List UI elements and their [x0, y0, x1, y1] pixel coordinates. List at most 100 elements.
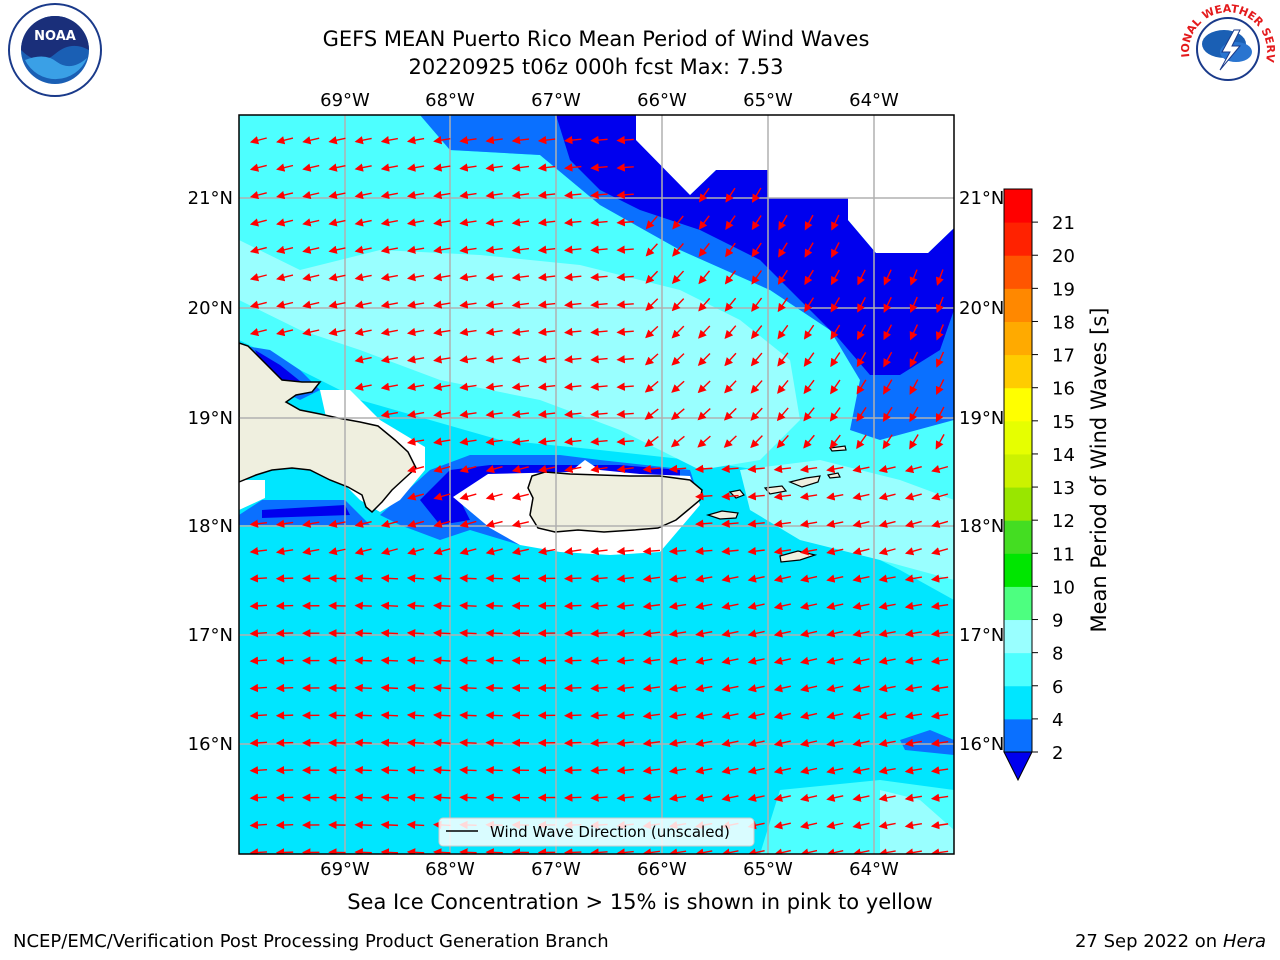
lat-label-left-0: 21°N	[188, 188, 233, 209]
wind-wave-arrow	[354, 190, 372, 200]
wind-wave-arrow	[406, 765, 425, 775]
wind-wave-arrow	[721, 574, 739, 583]
wind-wave-arrow	[354, 793, 372, 802]
noaa-logo: NOAA	[8, 3, 102, 97]
wind-wave-arrow	[882, 406, 893, 422]
wind-wave-arrow	[721, 766, 739, 775]
wind-wave-arrow	[380, 163, 398, 172]
wind-wave-arrow	[433, 300, 451, 309]
wind-wave-arrow	[590, 601, 608, 611]
wind-wave-arrow	[590, 848, 608, 854]
colorbar-segment	[1004, 354, 1032, 389]
wind-wave-arrow	[852, 656, 870, 665]
wind-wave-arrow	[852, 766, 870, 775]
wind-wave-arrow	[671, 408, 685, 421]
wind-wave-arrow	[406, 163, 425, 172]
wind-wave-arrow	[485, 519, 503, 528]
wind-wave-arrow	[459, 437, 477, 446]
wind-wave-arrow	[564, 629, 582, 638]
wind-wave-arrow	[668, 601, 687, 611]
wind-wave-arrow	[909, 351, 919, 368]
colorbar-tick-label: 16	[1052, 379, 1075, 400]
wind-wave-arrow	[930, 793, 949, 802]
wind-wave-arrow	[852, 711, 870, 720]
wind-wave-arrow	[878, 821, 896, 830]
wind-wave-arrow	[616, 464, 634, 474]
wind-wave-arrow	[672, 215, 684, 230]
wind-wave-arrow	[328, 547, 346, 556]
wind-wave-arrow	[276, 136, 294, 145]
wind-wave-arrow	[776, 434, 789, 449]
footer-date-text: 27 Sep 2022 on	[1074, 931, 1218, 952]
wind-wave-arrow	[826, 601, 844, 611]
wind-wave-arrow	[800, 574, 818, 583]
wind-wave-arrow	[883, 351, 893, 368]
wind-wave-arrow	[616, 272, 634, 282]
wind-wave-arrow	[249, 190, 267, 200]
wind-wave-arrow	[249, 711, 268, 720]
wind-wave-arrow	[826, 738, 844, 748]
wind-wave-arrow	[826, 793, 844, 802]
wind-wave-arrow	[459, 711, 477, 720]
wind-wave-arrow	[354, 711, 372, 720]
wind-wave-arrow	[537, 300, 556, 309]
wind-wave-arrow	[459, 519, 477, 528]
wind-wave-arrow	[249, 546, 268, 556]
colorbar-segment	[1004, 222, 1032, 256]
wind-wave-arrow	[721, 684, 739, 693]
wind-wave-arrow	[721, 464, 739, 474]
wind-wave-arrow	[668, 793, 687, 802]
wind-wave-arrow	[642, 738, 661, 748]
wind-wave-arrow	[564, 327, 582, 337]
wind-wave-arrow	[878, 711, 896, 720]
wind-wave-arrow	[773, 574, 791, 583]
wind-wave-arrow	[406, 820, 425, 830]
wind-wave-arrow	[642, 766, 661, 775]
wind-wave-arrow	[511, 135, 530, 145]
wind-wave-arrow	[302, 273, 320, 282]
wind-wave-arrow	[590, 738, 608, 748]
wind-wave-arrow	[935, 324, 944, 341]
wind-wave-arrow	[935, 406, 945, 423]
wind-wave-arrow	[249, 656, 268, 665]
wind-wave-arrow	[750, 435, 763, 449]
wind-wave-arrow	[302, 519, 320, 528]
wind-wave-arrow	[354, 820, 372, 830]
wind-wave-arrow	[878, 547, 896, 556]
wind-wave-arrow	[380, 218, 398, 227]
wind-wave-arrow	[642, 464, 661, 474]
land-puerto-rico	[527, 471, 703, 533]
wind-wave-arrow	[804, 297, 815, 313]
wind-wave-arrow	[275, 793, 294, 802]
wind-wave-arrow	[354, 163, 372, 172]
wind-wave-arrow	[590, 711, 608, 720]
wind-wave-arrow	[275, 629, 294, 638]
wind-wave-arrow	[904, 629, 923, 638]
lon-label-bottom-2: 67°W	[531, 859, 581, 880]
lon-label-bottom-0: 69°W	[320, 859, 370, 880]
wind-wave-arrow	[459, 492, 477, 501]
wind-wave-arrow	[406, 628, 425, 638]
wind-wave-arrow	[721, 656, 739, 665]
wind-wave-arrow	[904, 793, 923, 802]
wind-wave-arrow	[800, 656, 818, 665]
wind-wave-arrow	[590, 656, 608, 665]
wind-wave-arrow	[777, 352, 789, 367]
wind-wave-arrow	[302, 136, 320, 145]
wind-wave-arrow	[433, 547, 451, 556]
colorbar-tick-label: 10	[1052, 577, 1075, 598]
wind-wave-arrow	[616, 300, 634, 309]
wind-wave-arrow	[668, 546, 687, 556]
wind-wave-arrow	[590, 163, 608, 172]
wind-wave-arrow	[644, 436, 659, 448]
wind-wave-arrow	[433, 382, 451, 391]
wind-wave-arrow	[433, 410, 451, 419]
wind-wave-arrow	[590, 272, 608, 282]
wind-wave-arrow	[485, 409, 503, 419]
wind-wave-arrow	[721, 492, 739, 501]
lat-label-right-0: 21°N	[959, 188, 1004, 209]
wind-wave-arrow	[831, 214, 840, 231]
wind-wave-arrow	[406, 437, 425, 446]
wind-wave-arrow	[857, 297, 866, 313]
wind-wave-arrow	[878, 738, 896, 748]
